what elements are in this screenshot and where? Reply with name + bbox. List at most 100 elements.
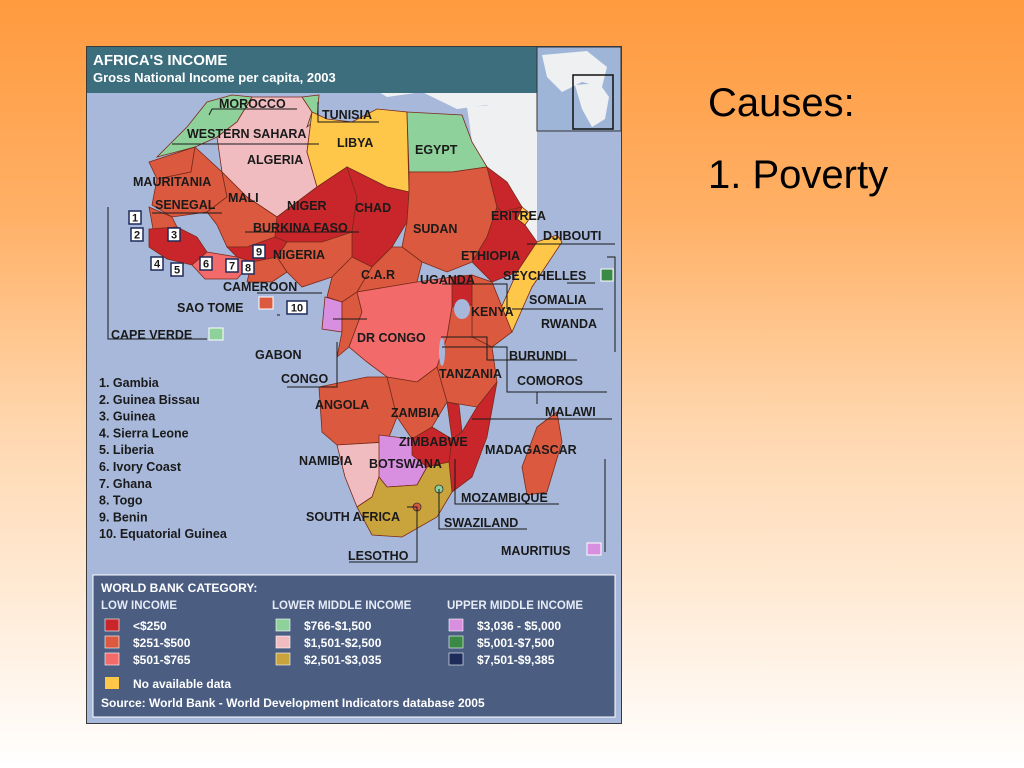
sao-tome-swatch: [258, 296, 274, 310]
marker-box-6: [199, 256, 213, 271]
lake-victoria: [454, 299, 470, 319]
label-egypt: EGYPT: [415, 143, 458, 157]
number-markers: 1 2 3 4 5 6 7 89 10: [128, 210, 308, 315]
legend-item: $1,501-$2,500: [304, 636, 382, 650]
leader-lines: [107, 102, 616, 563]
label-malawi: MALAWI: [545, 405, 596, 419]
label-lesotho: LESOTHO: [348, 549, 409, 563]
legend-item: $251-$500: [133, 636, 191, 650]
marker-box-8: [241, 260, 255, 275]
country-ghana-region: [246, 256, 288, 283]
label-burkina-faso: BURKINA FASO: [253, 221, 348, 235]
label-cape-verde: CAPE VERDE: [111, 328, 192, 342]
legend-lower-middle-header: LOWER MIDDLE INCOME: [272, 600, 412, 612]
label-car: C.A.R: [361, 268, 395, 282]
label-cameroon: CAMEROON: [223, 280, 297, 294]
key-item: 7. Ghana: [99, 477, 153, 491]
label-south-africa: SOUTH AFRICA: [306, 510, 400, 524]
marker-5: 5: [174, 265, 180, 277]
mauritius-swatch: [586, 542, 602, 556]
marker-box-4: [150, 256, 164, 271]
key-item: 1. Gambia: [99, 376, 160, 390]
legend-items: <$250 $251-$500 $501-$765 $766-$1,500 $1,501…: [104, 618, 561, 667]
cape-verde-swatch: [208, 327, 224, 341]
legend-item: $3,036 - $5,000: [477, 619, 561, 633]
legend-item: <$250: [133, 619, 167, 633]
legend-source: Source: World Bank - World Development I…: [101, 696, 485, 710]
legend-panel: [92, 574, 616, 718]
country-madagascar: [521, 411, 563, 496]
legend-swatch: [448, 618, 464, 632]
label-nigeria: NIGERIA: [273, 248, 325, 262]
label-algeria: ALGERIA: [247, 153, 303, 167]
label-uganda: UGANDA: [420, 273, 475, 287]
seychelles-swatch: [600, 268, 614, 282]
legend-low-header: LOW INCOME: [101, 600, 177, 612]
marker-10: 10: [291, 303, 303, 315]
label-sao-tome: SAO TOME: [177, 301, 243, 315]
label-mali: MALI: [228, 191, 259, 205]
marker-box-7: [225, 258, 239, 273]
label-zambia: ZAMBIA: [391, 406, 440, 420]
label-morocco: MOROCCO: [219, 97, 286, 111]
label-libya: LIBYA: [337, 136, 373, 150]
label-niger: NIGER: [287, 199, 327, 213]
country-mozambique: [448, 381, 498, 493]
country-south-africa: [356, 461, 453, 538]
legend-swatch: [104, 618, 120, 632]
marker-box-2: [130, 227, 144, 242]
marker-box-3: [167, 227, 181, 242]
legend-item: $2,501-$3,035: [304, 653, 382, 667]
label-western-sahara: WESTERN SAHARA: [187, 127, 306, 141]
country-angola: [318, 376, 398, 446]
inset-frame: [572, 74, 614, 130]
africa-income-map: AFRICA'S INCOME Gross National Income pe…: [86, 46, 622, 724]
country-sudan: [401, 166, 498, 273]
label-burundi: BURUNDI: [509, 349, 567, 363]
legend-item: $766-$1,500: [304, 619, 372, 633]
label-mauritania: MAURITANIA: [133, 175, 211, 189]
slide-point-1: 1. Poverty: [708, 153, 889, 197]
legend-swatch-no-data: [105, 677, 119, 689]
map-subtitle: Gross National Income per capita, 2003: [93, 70, 336, 85]
marker-1: 1: [132, 213, 138, 225]
map-svg: AFRICA'S INCOME Gross National Income pe…: [87, 47, 621, 723]
legend-item: $501-$765: [133, 653, 191, 667]
legend-no-data: No available data: [133, 677, 231, 691]
slide-text: Causes: 1. Poverty: [708, 80, 888, 224]
legend-swatch: [104, 652, 120, 666]
legend-item: $7,501-$9,385: [477, 653, 555, 667]
label-djibouti: DJIBOUTI: [543, 229, 601, 243]
label-tanzania: TANZANIA: [439, 367, 502, 381]
label-sudan: SUDAN: [413, 222, 457, 236]
key-item: 3. Guinea: [99, 410, 156, 424]
key-item: 5. Liberia: [99, 443, 155, 457]
marker-box-1: [128, 210, 142, 225]
label-seychelles: SEYCHELLES: [503, 269, 586, 283]
marker-2: 2: [134, 230, 140, 242]
key-item: 9. Benin: [99, 510, 148, 524]
key-item: 6. Ivory Coast: [99, 460, 182, 474]
map-title: AFRICA'S INCOME: [93, 52, 227, 69]
title-bar: [87, 47, 537, 93]
label-botswana: BOTSWANA: [369, 457, 442, 471]
label-namibia: NAMIBIA: [299, 454, 352, 468]
key-item: 10. Equatorial Guinea: [99, 527, 228, 541]
label-angola: ANGOLA: [315, 398, 369, 412]
label-ethiopia: ETHIOPIA: [461, 249, 520, 263]
countries: [148, 94, 563, 538]
label-kenya: KENYA: [471, 305, 514, 319]
marker-box-10: [286, 300, 308, 315]
marker-4: 4: [154, 259, 161, 271]
country-gabon: [321, 296, 343, 333]
slide-heading: Causes:: [708, 81, 855, 125]
marker-box-9: [252, 244, 266, 259]
label-madagascar: MADAGASCAR: [485, 443, 577, 457]
label-mauritius: MAURITIUS: [501, 544, 570, 558]
label-senegal: SENEGAL: [155, 198, 216, 212]
label-zimbabwe: ZIMBABWE: [399, 435, 468, 449]
label-dr-congo: DR CONGO: [357, 331, 426, 345]
label-swaziland: SWAZILAND: [444, 516, 518, 530]
label-mozambique: MOZAMBIQUE: [461, 491, 548, 505]
legend-swatch: [448, 652, 464, 666]
